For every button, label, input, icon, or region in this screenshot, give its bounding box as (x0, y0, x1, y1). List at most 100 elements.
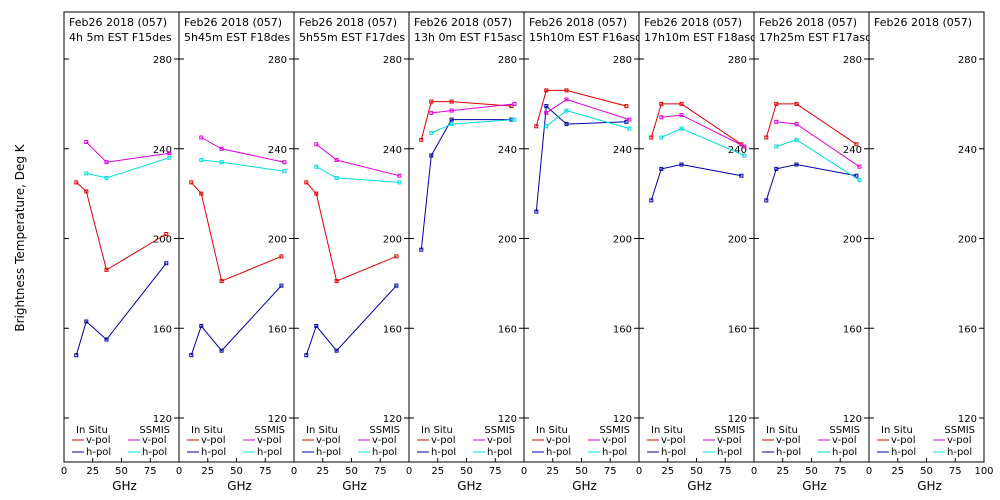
series-line-ssmis_h (431, 119, 515, 134)
x-tick-label: 75 (374, 466, 387, 477)
series-line-insitu_v (75, 182, 167, 271)
series-point-insitu_v (74, 180, 79, 185)
legend-label: v-pol (661, 435, 686, 446)
y-tick-label: 200 (498, 235, 517, 246)
legend-ssmis-heading: SSMIS (944, 425, 975, 436)
series-line-insitu_h (535, 105, 627, 212)
legend-label: v-pol (142, 435, 167, 446)
legend-label: h-pol (832, 447, 857, 458)
y-tick-label: 240 (843, 145, 862, 156)
series-line-ssmis_v (85, 141, 170, 163)
y-tick-label: 240 (728, 145, 747, 156)
legend-label: v-pol (487, 435, 512, 446)
y-tick-label: 200 (383, 235, 402, 246)
x-tick-label: 75 (144, 466, 157, 477)
panel-5: Feb26 2018 (057) 15h10m EST F16asc 120 160 2… (521, 11, 640, 493)
x-tick-label: 50 (575, 466, 588, 477)
y-tick-label: 160 (958, 324, 977, 335)
panels-group: Feb26 2018 (057) 4h 5m EST F15des 120 160 20… (61, 11, 994, 493)
series-point-ssmis_h (429, 131, 434, 135)
x-tick-label: 0 (636, 466, 642, 477)
panel-title: Feb26 2018 (057) (874, 16, 972, 29)
series-point-ssmis_h (512, 117, 517, 122)
legend-label: v-pol (86, 435, 111, 446)
series-point-ssmis_v (564, 97, 569, 102)
series-point-ssmis_h (397, 180, 402, 185)
x-tick-label: 25 (546, 466, 559, 477)
series-point-insitu_h (679, 162, 684, 167)
panel-6: Feb26 2018 (057) 17h10m EST F18asc 120 160 2… (636, 11, 755, 493)
series-point-ssmis_h (84, 171, 89, 176)
series-line-insitu_v (535, 89, 627, 127)
y-tick-label: 200 (843, 235, 862, 246)
series-line-ssmis_h (201, 159, 285, 172)
series-point-insitu_v (334, 279, 339, 284)
legend-insitu-heading: In Situ (191, 425, 223, 436)
series-line-insitu_h (190, 285, 282, 356)
series-point-insitu_h (774, 166, 779, 171)
series-point-insitu_v (164, 232, 169, 236)
y-tick-label: 280 (728, 55, 747, 66)
legend-insitu-heading: In Situ (76, 425, 108, 436)
series-point-ssmis_h (742, 153, 747, 158)
series-point-ssmis_h (857, 178, 862, 183)
legend-label: v-pol (832, 435, 857, 446)
legend-label: v-pol (546, 435, 571, 446)
y-tick-label: 200 (153, 235, 172, 246)
panel-8: Feb26 2018 (057) 120 160 200 240 280 0 25 50 75 10… (866, 11, 994, 493)
series-point-ssmis_h (774, 144, 779, 149)
y-tick-label: 120 (268, 414, 287, 425)
y-tick-label: 160 (153, 324, 172, 335)
series-point-ssmis_h (449, 122, 454, 127)
panel-subtitle: 5h45m EST F18des (184, 31, 290, 44)
series-point-insitu_v (794, 101, 799, 106)
legend-label: h-pol (717, 447, 742, 458)
series-point-ssmis_v (659, 115, 664, 120)
x-axis-label: GHz (457, 479, 482, 493)
legend-insitu-heading: In Situ (536, 425, 568, 436)
series-line-insitu_h (765, 163, 857, 201)
panel-1: Feb26 2018 (057) 4h 5m EST F15des 120 160 20… (61, 11, 180, 493)
legend-ssmis-heading: SSMIS (599, 425, 630, 436)
y-tick-label: 200 (613, 235, 632, 246)
panel-subtitle: 4h 5m EST F15des (69, 31, 172, 44)
series-point-ssmis_h (659, 135, 664, 140)
y-tick-label: 160 (843, 324, 862, 335)
series-line-ssmis_h (316, 166, 400, 183)
legend-label: v-pol (891, 435, 916, 446)
series-line-insitu_v (305, 182, 397, 282)
series-point-insitu_h (394, 283, 399, 288)
y-tick-label: 280 (843, 55, 862, 66)
series-line-ssmis_v (776, 121, 860, 168)
series-point-insitu_h (544, 104, 549, 109)
x-tick-label: 50 (345, 466, 358, 477)
series-point-insitu_h (334, 348, 339, 353)
x-tick-label: 25 (431, 466, 444, 477)
series-line-insitu_h (75, 262, 167, 356)
x-tick-label: 25 (86, 466, 99, 477)
y-tick-label: 160 (268, 324, 287, 335)
series-point-insitu_h (199, 324, 204, 328)
series-point-insitu_h (74, 353, 79, 358)
x-tick-label: 25 (201, 466, 214, 477)
series-point-ssmis_v (167, 151, 172, 156)
series-point-insitu_v (219, 279, 224, 284)
panel-3: Feb26 2018 (057) 5h55m EST F17des 120 160 20… (291, 11, 410, 493)
y-tick-label: 280 (268, 55, 287, 66)
panel-7: Feb26 2018 (057) 17h25m EST F17asc 120 160 2… (751, 11, 870, 493)
x-axis-label: GHz (572, 479, 597, 493)
panel-title: Feb26 2018 (057) (644, 16, 742, 29)
legend-insitu-heading: In Situ (881, 425, 913, 436)
y-tick-label: 280 (153, 55, 172, 66)
legend-insitu-heading: In Situ (651, 425, 683, 436)
legend-insitu-heading: In Situ (421, 425, 453, 436)
series-line-ssmis_v (315, 143, 400, 177)
series-point-ssmis_v (742, 144, 747, 149)
series-point-insitu_h (84, 319, 89, 324)
legend-label: v-pol (372, 435, 397, 446)
